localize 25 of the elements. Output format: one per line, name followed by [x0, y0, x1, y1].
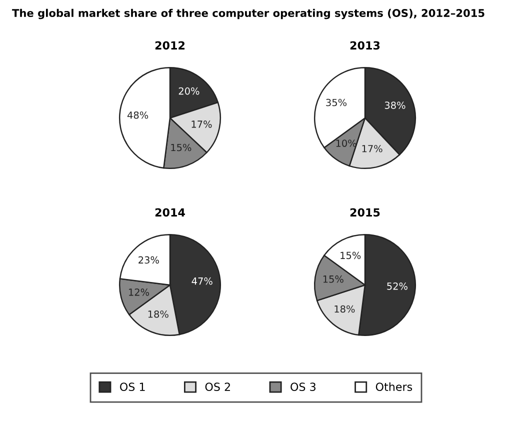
- data-label: 15%: [171, 144, 192, 152]
- data-label: 17%: [192, 120, 212, 128]
- legend-label: OS 1: [120, 382, 145, 392]
- data-label: 38%: [384, 102, 406, 109]
- data-label: 47%: [192, 277, 212, 285]
- data-label: 18%: [148, 310, 168, 318]
- legend-label: OS 3: [290, 382, 316, 392]
- data-label: 52%: [387, 282, 408, 290]
- data-label: 23%: [138, 256, 159, 264]
- chart-title: 2015: [350, 208, 380, 217]
- legend-label: Others: [376, 382, 412, 392]
- chart-title: 2014: [155, 208, 185, 217]
- chart-title: 2013: [350, 41, 380, 50]
- text: The global market share of three computer operating systems (OS), 2012–2015: [12, 8, 484, 20]
- data-label: 12%: [129, 288, 150, 296]
- data-label: 15%: [323, 275, 344, 283]
- chart-title: 2012: [155, 41, 184, 50]
- data-label: 17%: [362, 144, 382, 152]
- data-label: 48%: [127, 111, 148, 119]
- data-label: 10%: [336, 140, 356, 147]
- data-label: 35%: [326, 98, 347, 106]
- data-label: 20%: [178, 87, 200, 95]
- data-label: 18%: [334, 305, 355, 313]
- legend-label: OS 2: [205, 382, 230, 392]
- data-label: 15%: [340, 252, 361, 260]
